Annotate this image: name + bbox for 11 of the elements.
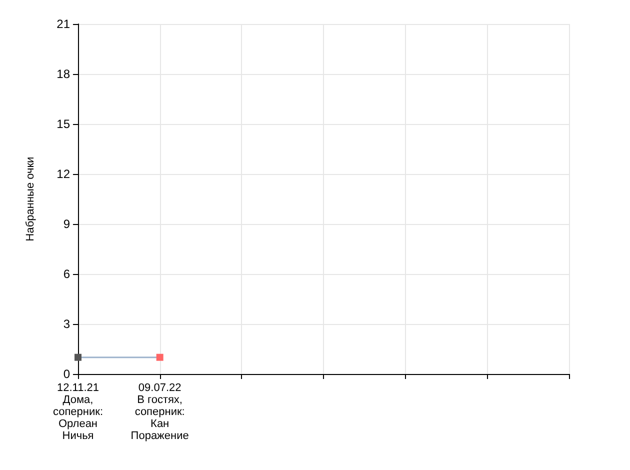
- y-tick-label: 6: [63, 267, 70, 281]
- y-tick-label: 3: [63, 317, 70, 331]
- y-tick-label: 12: [56, 167, 70, 181]
- x-tick-label: 09.07.22 В гостях, соперник: Кан Поражение: [130, 382, 189, 442]
- y-tick-label: 21: [56, 17, 70, 31]
- y-axis-title: Набранные очки: [24, 156, 36, 242]
- y-tick-label: 9: [63, 217, 70, 231]
- y-tick-label: 0: [63, 367, 70, 381]
- y-tick-label: 18: [56, 67, 70, 81]
- y-tick-label: 15: [56, 117, 70, 131]
- x-tick-label: 12.11.21 Дома, соперник: Орлеан Ничья: [52, 382, 104, 442]
